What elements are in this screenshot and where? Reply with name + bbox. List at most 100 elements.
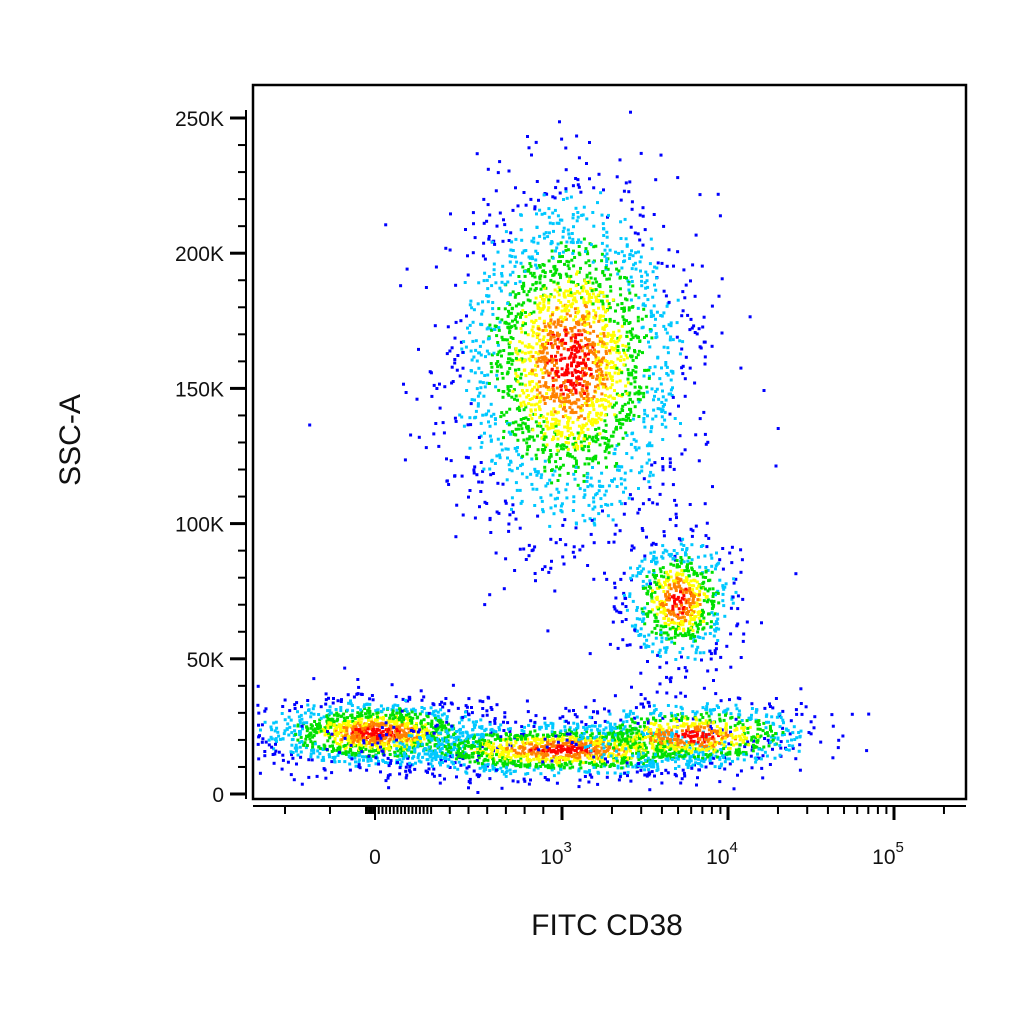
data-point xyxy=(464,710,467,714)
data-point xyxy=(651,501,655,505)
data-point xyxy=(771,738,775,742)
data-point xyxy=(601,509,604,513)
data-point xyxy=(607,709,611,713)
data-point xyxy=(582,371,586,375)
data-point xyxy=(377,760,380,763)
data-point xyxy=(581,367,584,371)
data-point xyxy=(415,397,419,401)
data-point xyxy=(614,415,618,419)
data-point xyxy=(794,708,798,712)
data-point xyxy=(451,753,454,757)
data-point xyxy=(401,742,405,746)
data-point xyxy=(458,721,461,725)
data-point xyxy=(291,751,295,754)
data-point xyxy=(299,755,303,759)
data-point xyxy=(564,388,568,391)
data-point xyxy=(683,722,687,726)
data-point xyxy=(635,751,639,755)
data-point xyxy=(637,764,641,768)
data-point xyxy=(713,765,717,769)
data-point xyxy=(539,725,543,729)
data-point xyxy=(419,719,423,723)
data-point xyxy=(639,269,642,273)
data-point xyxy=(712,729,716,733)
data-point xyxy=(554,354,557,358)
data-point xyxy=(327,718,331,721)
data-point xyxy=(629,382,633,386)
data-point xyxy=(596,383,600,387)
data-point xyxy=(371,729,375,733)
data-point xyxy=(656,728,659,731)
data-point xyxy=(470,745,474,748)
data-point xyxy=(574,465,578,469)
data-point xyxy=(526,445,530,449)
data-point xyxy=(418,728,422,732)
data-point xyxy=(453,743,457,746)
data-point xyxy=(732,743,736,747)
data-point xyxy=(576,726,580,730)
data-point xyxy=(339,726,342,730)
data-point xyxy=(741,740,745,744)
data-point xyxy=(638,725,642,729)
data-point xyxy=(564,248,568,252)
data-point xyxy=(752,735,756,739)
data-point xyxy=(397,716,401,720)
data-point xyxy=(438,382,441,386)
data-point xyxy=(484,727,488,731)
data-point xyxy=(701,734,705,738)
data-point xyxy=(431,756,435,760)
data-point xyxy=(546,742,550,746)
data-point xyxy=(582,358,586,362)
data-point xyxy=(330,760,334,764)
data-point xyxy=(593,348,596,352)
data-point xyxy=(520,303,524,307)
data-point xyxy=(399,745,403,749)
data-point xyxy=(734,703,738,707)
data-point xyxy=(719,748,723,751)
data-point xyxy=(390,734,394,738)
data-point xyxy=(609,725,613,729)
data-point xyxy=(602,307,606,311)
data-point xyxy=(502,762,505,765)
data-point xyxy=(401,757,405,761)
data-point xyxy=(307,758,311,762)
data-point xyxy=(300,782,304,786)
data-point xyxy=(624,741,628,745)
data-point xyxy=(793,738,797,741)
data-point xyxy=(629,736,633,740)
data-point xyxy=(328,705,332,709)
data-point xyxy=(652,717,656,721)
data-point xyxy=(575,759,579,763)
data-point xyxy=(297,715,301,719)
data-point xyxy=(541,749,545,752)
data-point xyxy=(640,326,644,330)
data-point xyxy=(550,730,554,734)
data-point xyxy=(451,726,455,730)
data-point xyxy=(543,716,547,720)
data-point xyxy=(603,382,607,386)
data-point xyxy=(635,391,639,395)
data-point xyxy=(489,370,493,374)
data-point xyxy=(614,309,617,313)
data-point xyxy=(416,730,420,734)
data-point xyxy=(723,736,727,740)
data-point xyxy=(466,739,470,743)
data-point xyxy=(600,753,604,757)
data-point xyxy=(698,718,702,722)
data-point xyxy=(568,766,572,770)
data-point xyxy=(471,733,475,737)
data-point xyxy=(585,748,588,752)
data-point xyxy=(296,723,300,727)
data-point xyxy=(564,168,568,172)
data-point xyxy=(515,449,519,453)
data-point xyxy=(544,363,548,367)
data-point xyxy=(657,749,661,752)
data-point xyxy=(576,465,580,469)
data-point xyxy=(784,727,788,731)
data-point xyxy=(480,738,484,742)
data-point xyxy=(499,753,502,757)
data-point xyxy=(364,715,368,719)
data-point xyxy=(335,742,339,745)
data-point xyxy=(692,324,696,328)
data-point xyxy=(652,731,656,735)
